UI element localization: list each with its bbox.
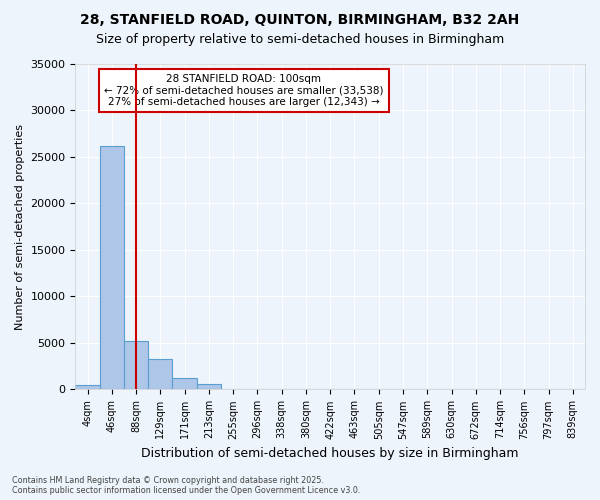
Bar [100, 146, 124, 390]
Bar [172, 378, 197, 390]
Bar [148, 359, 172, 390]
Y-axis label: Number of semi-detached properties: Number of semi-detached properties [15, 124, 25, 330]
Bar [197, 384, 221, 390]
Bar [76, 385, 100, 390]
Text: Contains HM Land Registry data © Crown copyright and database right 2025.
Contai: Contains HM Land Registry data © Crown c… [12, 476, 361, 495]
Text: 28 STANFIELD ROAD: 100sqm
← 72% of semi-detached houses are smaller (33,538)
27%: 28 STANFIELD ROAD: 100sqm ← 72% of semi-… [104, 74, 383, 107]
Bar [124, 341, 148, 390]
Text: 28, STANFIELD ROAD, QUINTON, BIRMINGHAM, B32 2AH: 28, STANFIELD ROAD, QUINTON, BIRMINGHAM,… [80, 12, 520, 26]
Text: Size of property relative to semi-detached houses in Birmingham: Size of property relative to semi-detach… [96, 32, 504, 46]
X-axis label: Distribution of semi-detached houses by size in Birmingham: Distribution of semi-detached houses by … [142, 447, 519, 460]
